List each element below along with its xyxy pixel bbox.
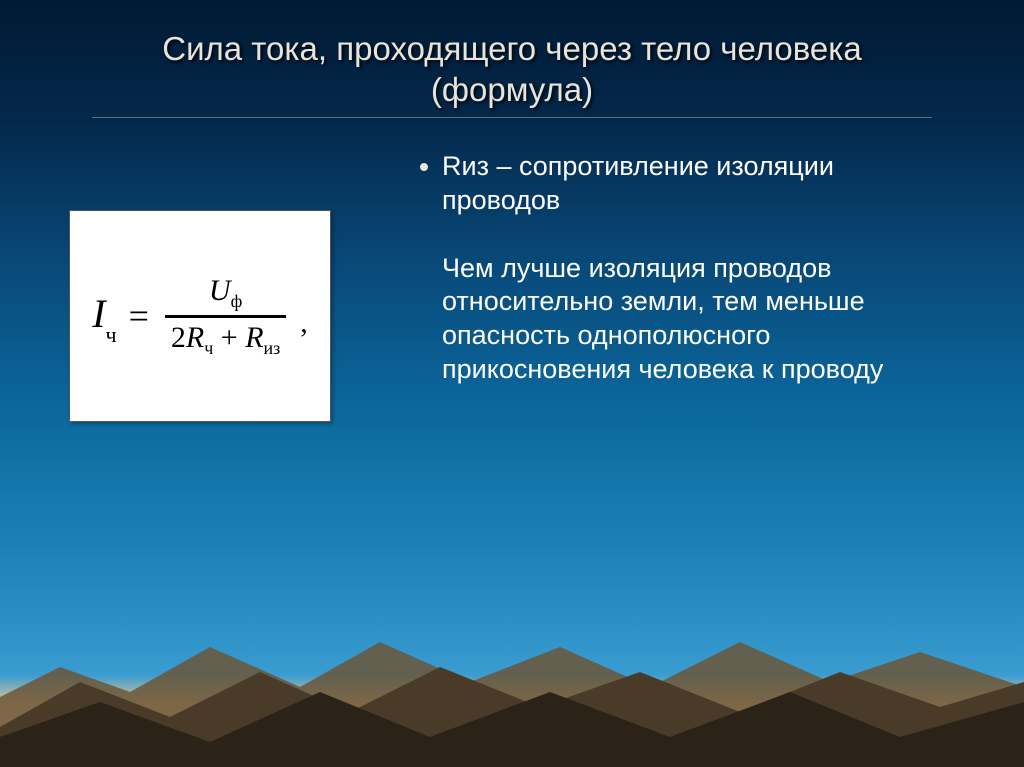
slide-title: Сила тока, проходящего через тело челове… (0, 28, 1024, 118)
title-line-1: Сила тока, проходящего через тело челове… (162, 30, 861, 67)
formula-lhs: Iч (92, 290, 116, 342)
den-sub2: из (264, 338, 281, 358)
title-underline (92, 117, 932, 118)
bullet-text-1: Rиз – сопротивление изоляции проводов (442, 150, 920, 218)
lhs-sub: ч (106, 322, 117, 347)
lhs-var: I (92, 291, 105, 336)
paragraph-1: Чем лучше изоляция проводов относительно… (420, 252, 920, 387)
den-plus: + (213, 321, 245, 354)
den-sub1: ч (204, 338, 213, 358)
fraction-bar (165, 315, 286, 318)
body-text: Rиз – сопротивление изоляции проводов Че… (420, 150, 920, 387)
equals-sign: = (127, 295, 151, 337)
bullet-item-1: Rиз – сопротивление изоляции проводов (420, 150, 920, 218)
den-var2: R (245, 321, 263, 354)
mountain-backdrop (0, 587, 1024, 767)
title-line-2: (формула) (431, 71, 593, 108)
numerator: Uф (203, 272, 248, 314)
den-coef: 2 (171, 321, 186, 354)
formula-box: Iч = Uф 2Rч + Rиз , (69, 210, 331, 422)
formula-comma: , (300, 306, 308, 360)
bullet-icon (420, 163, 428, 171)
formula: Iч = Uф 2Rч + Rиз , (92, 272, 308, 361)
num-var: U (209, 274, 231, 307)
slide: Сила тока, проходящего через тело челове… (0, 0, 1024, 767)
num-sub: ф (231, 291, 243, 311)
den-var1: R (186, 321, 204, 354)
denominator: 2Rч + Rиз (165, 319, 286, 361)
fraction: Uф 2Rч + Rиз (161, 272, 290, 361)
